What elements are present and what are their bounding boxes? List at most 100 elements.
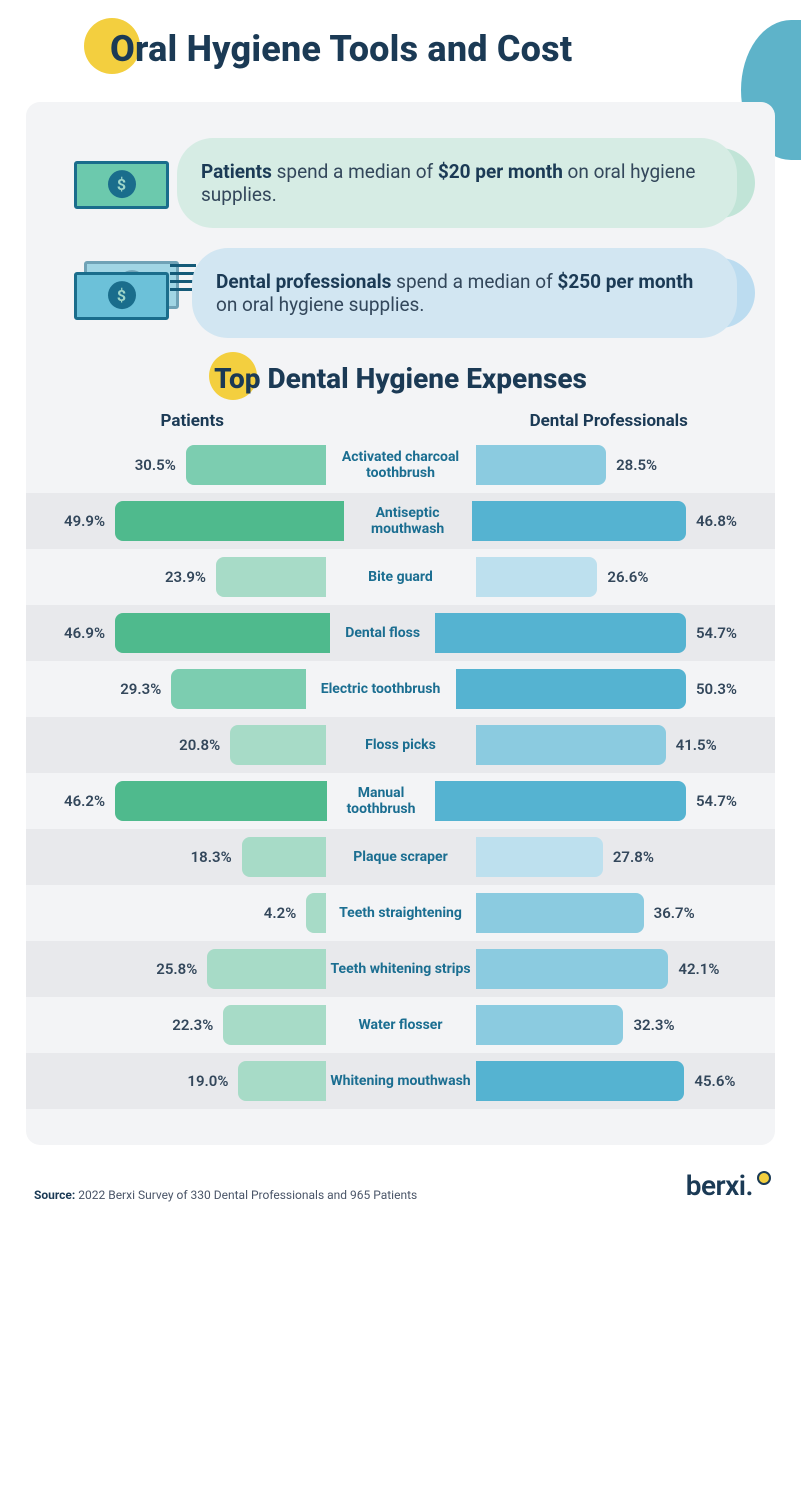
patient-percent: 30.5%: [125, 456, 186, 474]
professional-percent: 36.7%: [644, 904, 705, 922]
patient-side: 18.3%: [54, 837, 326, 877]
chart-headers: Patients Dental Professionals: [54, 411, 747, 431]
stat-mid: spend a median of: [391, 270, 557, 293]
chart-row: 29.3% Electric toothbrush 50.3%: [26, 661, 775, 717]
patient-percent: 4.2%: [254, 904, 306, 922]
row-label: Plaque scraper: [326, 849, 476, 865]
source-label: Source:: [34, 1188, 75, 1202]
content-card: $ Patients spend a median of $20 per mon…: [26, 102, 775, 1145]
chart-row: 30.5%Activated charcoal toothbrush28.5%: [26, 437, 775, 493]
professional-bar: [476, 893, 644, 933]
professional-bar: [472, 501, 686, 541]
professional-bar: [476, 1061, 685, 1101]
header-professionals: Dental Professionals: [401, 411, 748, 431]
patient-side: 29.3%: [54, 669, 306, 709]
professional-bar: [476, 837, 603, 877]
professional-percent: 46.8%: [686, 512, 747, 530]
row-label: Dental floss: [330, 625, 435, 641]
row-label: Bite guard: [326, 569, 476, 585]
stat-tail: on oral hygiene supplies.: [216, 293, 424, 316]
patient-side: 19.0%: [54, 1061, 326, 1101]
money-stack-icon: $ $: [74, 262, 184, 324]
chart-subtitle-wrap: Top Dental Hygiene Expenses: [54, 362, 747, 395]
patient-percent: 46.2%: [54, 792, 115, 810]
patient-bar: [207, 949, 325, 989]
professional-side: 45.6%: [476, 1061, 748, 1101]
patient-side: 49.9%: [54, 501, 344, 541]
brand-logo: berxi.: [686, 1169, 771, 1202]
row-label: Water flosser: [326, 1017, 476, 1033]
professional-bar: [476, 1005, 624, 1045]
row-label: Antiseptic mouthwash: [344, 505, 472, 537]
patient-side: 46.2%: [54, 781, 327, 821]
chart-row: 46.2% Manual toothbrush 54.7%: [26, 773, 775, 829]
row-label: Teeth whitening strips: [326, 961, 476, 977]
patient-percent: 22.3%: [162, 1016, 223, 1034]
patient-side: 23.9%: [54, 557, 326, 597]
patient-side: 25.8%: [54, 949, 326, 989]
patient-bar: [238, 1061, 325, 1101]
chart-row: 49.9% Antiseptic mouthwash 46.8%: [26, 493, 775, 549]
professional-side: 50.3%: [456, 669, 748, 709]
stat-bold: Dental professionals: [216, 270, 391, 293]
row-label: Activated charcoal toothbrush: [326, 449, 476, 481]
stat-mid: spend a median of: [272, 160, 438, 183]
patient-percent: 46.9%: [54, 624, 115, 642]
professional-bar: [476, 949, 669, 989]
stat-text: Patients spend a median of $20 per month…: [191, 142, 727, 224]
professional-bar: [435, 613, 686, 653]
chart-row: 19.0% Whitening mouthwash45.6%: [26, 1053, 775, 1109]
professional-side: 32.3%: [476, 1005, 748, 1045]
chart-row: 22.3% Water flosser 32.3%: [26, 997, 775, 1053]
professional-percent: 50.3%: [686, 680, 747, 698]
professional-bar: [476, 445, 607, 485]
patient-percent: 49.9%: [54, 512, 115, 530]
row-label: Manual toothbrush: [327, 785, 436, 817]
professional-bar: [435, 781, 686, 821]
patient-percent: 18.3%: [181, 848, 242, 866]
patient-bar: [115, 781, 327, 821]
patient-side: 4.2%: [54, 893, 326, 933]
patient-percent: 29.3%: [110, 680, 171, 698]
patient-bar: [171, 669, 305, 709]
row-label: Teeth straightening: [326, 905, 476, 921]
patient-bar: [306, 893, 325, 933]
professional-percent: 41.5%: [666, 736, 727, 754]
patient-bar: [115, 501, 344, 541]
patient-percent: 25.8%: [146, 960, 207, 978]
source-text: 2022 Berxi Survey of 330 Dental Professi…: [75, 1188, 417, 1202]
professional-percent: 27.8%: [603, 848, 664, 866]
stat-patients: $ Patients spend a median of $20 per mon…: [74, 142, 727, 224]
patient-bar: [230, 725, 325, 765]
professional-side: 27.8%: [476, 837, 748, 877]
patient-side: 30.5%: [54, 445, 326, 485]
professional-side: 46.8%: [472, 501, 747, 541]
patient-bar: [242, 837, 326, 877]
chart-row: 23.9% Bite guard 26.6%: [26, 549, 775, 605]
patient-bar: [115, 613, 330, 653]
logo-dot-icon: [757, 1171, 771, 1185]
patient-percent: 20.8%: [169, 736, 230, 754]
stat-bold: Patients: [201, 160, 272, 183]
professional-percent: 54.7%: [686, 624, 747, 642]
professional-side: 54.7%: [435, 613, 747, 653]
professional-percent: 54.7%: [686, 792, 747, 810]
professional-percent: 42.1%: [668, 960, 729, 978]
patient-side: 46.9%: [54, 613, 330, 653]
patient-side: 20.8%: [54, 725, 326, 765]
patient-percent: 23.9%: [155, 568, 216, 586]
row-label: Electric toothbrush: [306, 681, 456, 697]
chart-subtitle: Top Dental Hygiene Expenses: [54, 362, 747, 395]
professional-percent: 32.3%: [623, 1016, 684, 1034]
professional-bar: [476, 557, 598, 597]
row-label: Whitening mouthwash: [326, 1073, 476, 1089]
chart-row: 18.3% Plaque scraper 27.8%: [26, 829, 775, 885]
page: Oral Hygiene Tools and Cost $ Patients s…: [0, 0, 801, 1504]
chart-rows: 30.5%Activated charcoal toothbrush28.5%4…: [54, 437, 747, 1109]
money-icon: $: [74, 157, 169, 209]
stat-amount: $250 per month: [557, 270, 693, 293]
patient-percent: 19.0%: [177, 1072, 238, 1090]
professional-percent: 26.6%: [597, 568, 658, 586]
professional-side: 41.5%: [476, 725, 748, 765]
row-label: Floss picks: [326, 737, 476, 753]
